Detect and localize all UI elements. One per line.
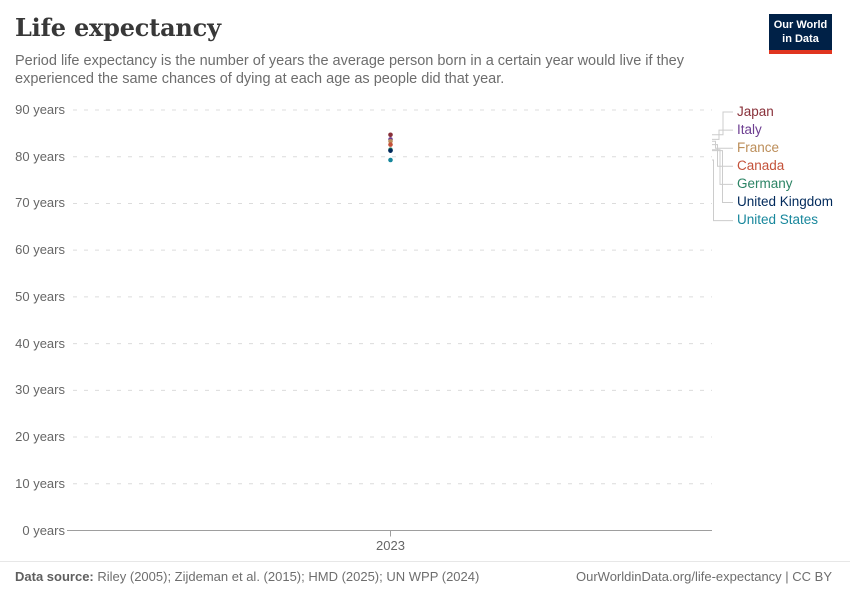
legend-connector [712,144,733,167]
legend-connector [712,150,733,203]
data-source-label: Data source: [15,569,94,584]
data-source-text: Riley (2005); Zijdeman et al. (2015); HM… [93,569,480,584]
data-point-france[interactable] [388,139,393,144]
legend-connector [712,129,733,140]
legend-item-germany[interactable]: Germany [737,175,793,191]
y-axis-tick-label: 50 years [15,288,65,304]
legend-item-canada[interactable]: Canada [737,157,785,173]
y-axis-tick-label: 70 years [15,195,65,211]
data-point-canada[interactable] [388,142,393,147]
legend-item-italy[interactable]: Italy [737,121,762,137]
footer-divider [0,561,850,562]
data-point-japan[interactable] [388,132,393,138]
data-point-united-states[interactable] [388,157,393,163]
data-points-group [388,132,393,163]
page-title: Life expectancy [15,13,221,42]
gridlines-group [67,109,712,531]
legend-connector [712,159,733,222]
y-axis-tick-label: 90 years [15,102,65,117]
y-axis-tick-label: 30 years [15,382,65,398]
data-point-united-kingdom[interactable] [388,148,393,153]
data-source-note: Data source: Riley (2005); Zijdeman et a… [15,569,479,584]
legend-connector [712,111,733,136]
legend-item-japan[interactable]: Japan [737,103,774,119]
attribution-link[interactable]: OurWorldinData.org/life-expectancy | CC … [575,569,832,584]
y-axis-tick-label: 0 years [22,522,65,538]
legend-connector [712,149,733,185]
y-axis-tick-label: 10 years [15,475,65,491]
y-axis-tick-label: 60 years [15,242,65,258]
legend-item-united-states[interactable]: United States [737,212,819,228]
legend-item-united-kingdom[interactable]: United Kingdom [737,194,834,209]
owid-logo-line1: Our World [773,19,828,31]
owid-logo-line2: in Data [782,33,819,46]
owid-logo[interactable]: Our World in Data [769,14,832,54]
legend-item-france[interactable]: France [737,139,780,155]
y-axis-tick-label: 40 years [15,335,65,351]
chart-subtitle: Period life expectancy is the number of … [15,53,684,87]
x-axis-tick-label: 2023 [376,538,405,553]
y-axis-tick-label: 80 years [15,148,65,164]
legend-connectors-group [712,111,733,222]
y-axis-tick-label: 20 years [15,429,65,445]
